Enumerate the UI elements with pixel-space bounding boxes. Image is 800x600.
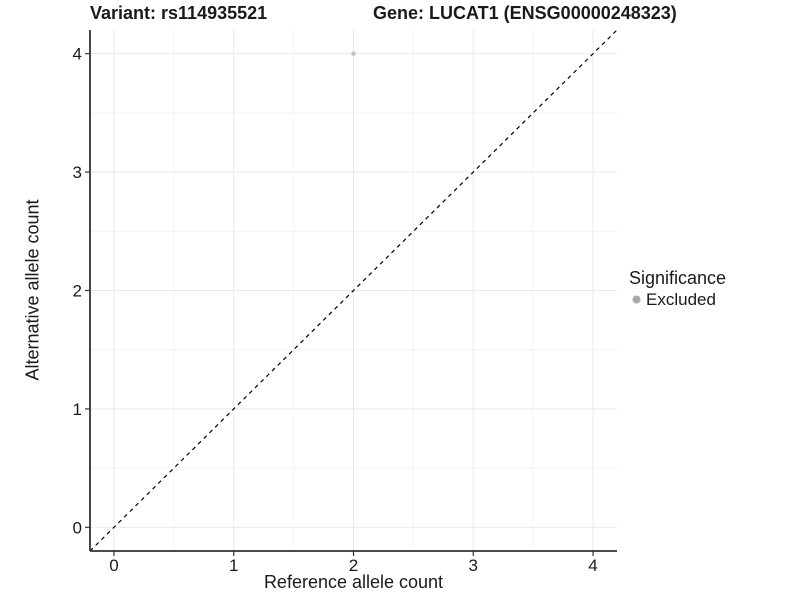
x-axis-label: Reference allele count [263, 572, 444, 592]
x-tick-label: 4 [588, 556, 597, 575]
legend-item-excluded: Excluded [629, 289, 726, 310]
legend-item-label: Excluded [646, 290, 716, 309]
y-tick-label: 0 [73, 518, 82, 537]
excluded-point-icon [632, 295, 641, 304]
x-tick-label: 0 [109, 556, 118, 575]
y-axis-label: Alternative allele count [22, 199, 43, 381]
plot-title-variant: Variant: rs114935521 [90, 3, 268, 23]
y-tick-label: 3 [73, 163, 82, 182]
x-tick-label: 2 [349, 556, 358, 575]
y-tick-label: 4 [73, 45, 82, 64]
y-tick-label: 2 [73, 282, 82, 301]
legend: Significance Excluded [629, 267, 726, 310]
legend-title: Significance [629, 268, 727, 288]
plot-title-gene: Gene: LUCAT1 (ENSG00000248323) [373, 3, 677, 23]
x-tick-label: 1 [229, 556, 238, 575]
x-tick-label: 3 [469, 556, 478, 575]
identity-reference-line [89, 29, 618, 552]
y-tick-label: 1 [73, 400, 82, 419]
data-point-2-4 [351, 51, 356, 56]
